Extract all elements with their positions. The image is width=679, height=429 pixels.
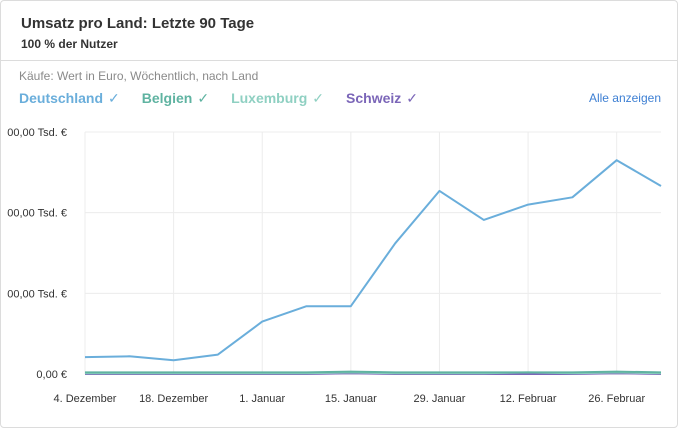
y-tick-label: 0,00 € — [36, 369, 67, 381]
x-tick-label: 15. Januar — [325, 393, 377, 405]
card-subtitle: 100 % der Nutzer — [21, 37, 118, 51]
legend-label: Belgien — [141, 90, 193, 106]
y-tick-label: 00,00 Tsd. € — [7, 288, 67, 300]
legend-label: Luxemburg — [231, 90, 308, 106]
x-tick-label: 26. Februar — [588, 393, 645, 405]
legend-item-schweiz[interactable]: Schweiz ✓ — [346, 90, 418, 107]
x-tick-label: 29. Januar — [413, 393, 465, 405]
card-header: Umsatz pro Land: Letzte 90 Tage 100 % de… — [1, 1, 677, 61]
legend-label: Schweiz — [346, 90, 402, 106]
legend-item-deutschland[interactable]: Deutschland ✓ — [19, 90, 120, 107]
check-icon: ✓ — [197, 89, 210, 106]
show-all-link[interactable]: Alle anzeigen — [588, 91, 661, 105]
legend-item-luxemburg[interactable]: Luxemburg ✓ — [231, 90, 324, 107]
chart-description: Käufe: Wert in Euro, Wöchentlich, nach L… — [19, 69, 259, 83]
y-tick-label: 00,00 Tsd. € — [7, 208, 67, 220]
x-tick-label: 4. Dezember — [54, 393, 117, 405]
x-tick-label: 1. Januar — [239, 393, 285, 405]
x-tick-label: 12. Februar — [500, 393, 557, 405]
line-chart: 0,00 € 00,00 Tsd. € 00,00 Tsd. € 00,00 Tsd.… — [7, 127, 662, 405]
check-icon: ✓ — [312, 89, 325, 106]
legend-item-belgien[interactable]: Belgien ✓ — [142, 90, 209, 107]
y-tick-label: 00,00 Tsd. € — [7, 127, 67, 139]
x-tick-label: 18. Dezember — [139, 393, 208, 405]
check-icon: ✓ — [406, 89, 419, 106]
legend: Deutschland ✓ Belgien ✓ Luxemburg ✓ Schw… — [19, 88, 440, 108]
series-line-belgien — [85, 370, 662, 374]
legend-label: Deutschland — [19, 90, 104, 106]
check-icon: ✓ — [108, 89, 120, 106]
series-line-deutschland — [84, 159, 662, 362]
card-title: Umsatz pro Land: Letzte 90 Tage — [21, 15, 255, 32]
